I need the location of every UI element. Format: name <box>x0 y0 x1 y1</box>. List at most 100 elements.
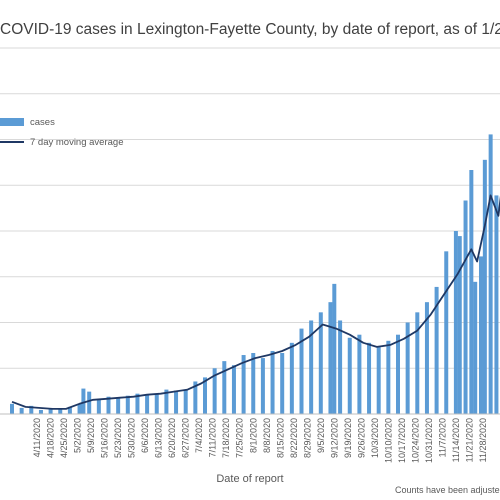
x-tick-label-16: 8/1/2020 <box>248 418 258 453</box>
bar-39 <box>367 342 372 414</box>
x-tick-label-20: 8/29/2020 <box>302 418 312 458</box>
cases-bars <box>10 134 499 414</box>
bar-12 <box>116 397 121 414</box>
bar-8 <box>81 388 86 414</box>
x-tick-label-21: 9/5/2020 <box>316 418 326 453</box>
bar-36 <box>338 320 343 414</box>
bar-35 <box>332 283 337 414</box>
bar-52 <box>473 281 478 414</box>
x-tick-labels: 4/11/2020 4/18/2020 4/25/2020 5/2/2020 5/9/2… <box>32 418 488 463</box>
bar-43 <box>405 322 410 414</box>
bar-56 <box>494 195 499 414</box>
x-tick-label-19: 8/22/2020 <box>289 418 299 458</box>
bar-20 <box>193 381 198 414</box>
x-tick-label-7: 5/30/2020 <box>127 418 137 458</box>
bar-22 <box>212 368 217 414</box>
bar-55 <box>488 134 493 414</box>
bar-47 <box>444 251 449 414</box>
bar-15 <box>145 394 150 414</box>
bar-41 <box>386 340 391 414</box>
bar-13 <box>125 395 130 414</box>
gridlines <box>0 47 500 369</box>
bar-44 <box>415 312 420 414</box>
bar-24 <box>231 365 236 414</box>
bar-38 <box>357 334 362 414</box>
x-tick-label-4: 5/9/2020 <box>86 418 96 453</box>
x-tick-label-10: 6/20/2020 <box>167 418 177 458</box>
x-tick-label-31: 11/14/2020 <box>451 418 461 462</box>
x-tick-label-9: 6/13/2020 <box>154 418 164 458</box>
x-tick-label-17: 8/8/2020 <box>262 418 272 453</box>
x-tick-label-5: 5/16/2020 <box>100 418 110 458</box>
bar-33 <box>318 312 323 414</box>
bar-3 <box>38 409 43 414</box>
x-tick-label-14: 7/18/2020 <box>221 418 231 458</box>
x-tick-label-32: 11/21/2020 <box>464 418 474 462</box>
bar-42 <box>396 334 400 414</box>
x-tick-label-12: 7/4/2020 <box>194 418 204 453</box>
bar-25 <box>241 355 246 414</box>
bar-19 <box>183 389 188 414</box>
x-tick-label-3: 5/2/2020 <box>73 418 83 453</box>
bar-2 <box>29 405 34 414</box>
x-tick-label-30: 11/7/2020 <box>437 418 447 457</box>
bar-6 <box>67 406 72 414</box>
bar-50 <box>463 200 468 414</box>
legend-label-cases: cases <box>30 117 55 128</box>
bar-7 <box>77 403 82 414</box>
x-tick-label-15: 7/25/2020 <box>235 418 245 458</box>
x-tick-label-29: 10/31/2020 <box>424 418 434 463</box>
bar-46 <box>434 286 439 414</box>
chart-title: COVID-19 cases in Lexington-Fayette Coun… <box>0 21 500 38</box>
x-tick-label-13: 7/11/2020 <box>208 418 218 457</box>
bar-34 <box>328 302 333 414</box>
bar-1 <box>19 407 24 414</box>
bar-9 <box>87 391 92 414</box>
x-tick-label-24: 9/26/2020 <box>356 418 366 458</box>
x-tick-label-11: 6/27/2020 <box>181 418 191 458</box>
x-tick-label-8: 6/6/2020 <box>140 418 150 453</box>
bar-53 <box>478 256 483 414</box>
x-tick-label-0: 4/11/2020 <box>32 418 42 457</box>
legend-label-moving-average: 7 day moving average <box>30 137 123 148</box>
bar-28 <box>270 350 275 414</box>
x-tick-label-2: 4/25/2020 <box>59 418 69 458</box>
x-tick-label-6: 5/23/2020 <box>113 418 123 458</box>
bar-5 <box>58 408 63 414</box>
x-axis-label: Date of report <box>216 473 283 485</box>
x-tick-label-23: 9/19/2020 <box>343 418 353 458</box>
bar-17 <box>164 389 169 414</box>
bar-45 <box>424 302 429 414</box>
x-tick-label-22: 9/12/2020 <box>329 418 339 458</box>
bar-29 <box>280 353 285 414</box>
bar-10 <box>96 399 101 414</box>
bar-31 <box>299 328 304 414</box>
x-tick-label-27: 10/17/2020 <box>397 418 407 463</box>
legend-swatch-cases <box>0 118 24 126</box>
bar-26 <box>251 353 256 414</box>
bar-16 <box>154 393 159 414</box>
bar-32 <box>309 320 314 414</box>
bar-49 <box>457 236 462 414</box>
x-tick-label-1: 4/18/2020 <box>46 418 56 458</box>
x-tick-label-25: 10/3/2020 <box>370 418 380 458</box>
moving-average-line <box>11 194 500 410</box>
bar-23 <box>222 361 227 414</box>
bar-30 <box>289 342 294 414</box>
bar-40 <box>376 346 381 414</box>
bar-48 <box>453 231 458 414</box>
legend: cases 7 day moving average <box>0 117 123 148</box>
bar-14 <box>135 393 140 414</box>
adjustment-note: Counts have been adjusted to <box>395 485 500 495</box>
bar-27 <box>260 358 265 414</box>
x-tick-label-28: 10/24/2020 <box>410 418 420 463</box>
moving-average-line-group <box>11 194 500 410</box>
bar-37 <box>347 337 352 414</box>
bar-11 <box>106 396 111 414</box>
bar-4 <box>48 408 53 414</box>
x-tick-label-18: 8/15/2020 <box>275 418 285 458</box>
bar-18 <box>174 390 179 414</box>
bar-0 <box>10 403 14 414</box>
bar-51 <box>469 170 474 414</box>
